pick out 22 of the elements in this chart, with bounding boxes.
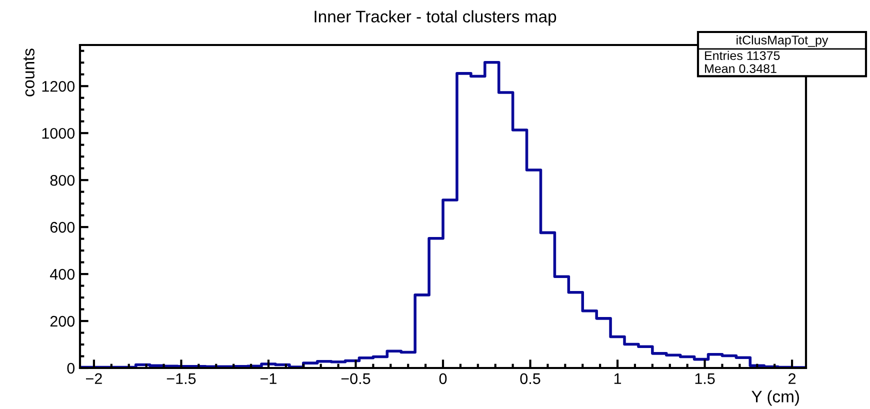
y-tick-label: 800 (50, 174, 75, 186)
y-tick-label: 0 (67, 362, 75, 374)
annotation: Mean 0.3481 (705, 64, 776, 74)
y-tick-label: 600 (50, 222, 75, 233)
x-tick-label: −1.5 (166, 373, 196, 384)
chart-title: Inner Tracker - total clusters map (314, 10, 556, 26)
y-tick-label: 1200 (42, 80, 75, 92)
y-tick-label: 400 (50, 268, 75, 280)
y-tick-label: 1000 (42, 128, 75, 139)
y-tick-label: 200 (50, 316, 75, 327)
x-tick-label: 1 (614, 373, 622, 384)
y-axis-title: counts (24, 48, 34, 96)
x-tick-label: 2 (788, 373, 796, 384)
x-tick-label: −2 (86, 373, 102, 384)
x-tick-label: 0.5 (520, 373, 540, 384)
x-tick-label: 0 (439, 373, 447, 384)
annotation: Entries 11375 (705, 50, 780, 60)
x-tick-label: −1 (260, 373, 276, 384)
annotation: itClusMapTot_py (736, 35, 828, 47)
x-tick-label: −0.5 (341, 373, 370, 384)
x-tick-label: 1.5 (695, 373, 715, 384)
x-axis-title: Y (cm) (752, 390, 799, 406)
